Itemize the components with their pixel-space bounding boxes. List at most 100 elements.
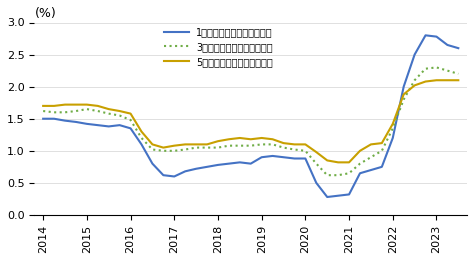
1年後の物価上昇率の見通し <box>51 117 57 120</box>
3年後の物価上昇率の見通し <box>182 148 188 151</box>
1年後の物価上昇率の見通し <box>182 170 188 173</box>
1年後の物価上昇率の見通し <box>324 196 330 199</box>
1年後の物価上昇率の見通し <box>128 127 133 130</box>
3年後の物価上昇率の見通し <box>379 149 385 152</box>
3年後の物価上昇率の見通し <box>84 108 90 111</box>
3年後の物価上昇率の見通し <box>281 146 286 149</box>
5年後の物価上昇率の見通し <box>379 141 385 145</box>
3年後の物価上昇率の見通し <box>313 162 319 165</box>
Line: 1年後の物価上昇率の見通し: 1年後の物価上昇率の見通し <box>43 35 458 197</box>
5年後の物価上昇率の見通し <box>62 103 68 106</box>
5年後の物価上昇率の見通し <box>161 146 166 149</box>
5年後の物価上昇率の見通し <box>445 79 450 82</box>
5年後の物価上昇率の見通し <box>324 159 330 162</box>
1年後の物価上昇率の見通し <box>292 157 297 160</box>
3年後の物価上昇率の見通し <box>215 146 221 149</box>
1年後の物価上昇率の見通し <box>456 47 461 50</box>
3年後の物価上昇率の見通し <box>204 146 210 149</box>
3年後の物価上昇率の見通し <box>390 127 396 130</box>
3年後の物価上昇率の見通し <box>193 146 199 149</box>
5年後の物価上昇率の見通し <box>281 141 286 145</box>
1年後の物価上昇率の見通し <box>106 125 111 128</box>
Legend: 1年後の物価上昇率の見通し, 3年後の物価上昇率の見通し, 5年後の物価上昇率の見通し: 1年後の物価上昇率の見通し, 3年後の物価上昇率の見通し, 5年後の物価上昇率の… <box>160 23 277 71</box>
5年後の物価上昇率の見通し <box>138 130 144 133</box>
5年後の物価上昇率の見通し <box>270 138 275 141</box>
5年後の物価上昇率の見通し <box>128 112 133 115</box>
1年後の物価上昇率の見通し <box>248 162 254 165</box>
1年後の物価上昇率の見通し <box>412 53 418 56</box>
1年後の物価上昇率の見通し <box>357 172 363 175</box>
5年後の物価上昇率の見通し <box>248 138 254 141</box>
1年後の物価上昇率の見通し <box>150 162 155 165</box>
3年後の物価上昇率の見通し <box>401 98 407 101</box>
3年後の物価上昇率の見通し <box>412 79 418 82</box>
1年後の物価上昇率の見通し <box>281 156 286 159</box>
1年後の物価上昇率の見通し <box>401 85 407 88</box>
5年後の物価上昇率の見通し <box>302 143 308 146</box>
3年後の物価上昇率の見通し <box>248 144 254 147</box>
3年後の物価上昇率の見通し <box>445 69 450 72</box>
5年後の物価上昇率の見通し <box>412 84 418 87</box>
1年後の物価上昇率の見通し <box>161 174 166 177</box>
5年後の物価上昇率の見通し <box>292 143 297 146</box>
5年後の物価上昇率の見通し <box>117 109 122 113</box>
3年後の物価上昇率の見通し <box>150 148 155 151</box>
3年後の物価上昇率の見通し <box>138 136 144 140</box>
1年後の物価上昇率の見通し <box>84 122 90 125</box>
5年後の物価上昇率の見通し <box>335 161 341 164</box>
1年後の物価上昇率の見通し <box>40 117 46 120</box>
5年後の物価上昇率の見通し <box>182 143 188 146</box>
1年後の物価上昇率の見通し <box>62 119 68 122</box>
3年後の物価上昇率の見通し <box>161 149 166 152</box>
5年後の物価上昇率の見通し <box>456 79 461 82</box>
3年後の物価上昇率の見通し <box>73 109 79 113</box>
1年後の物価上昇率の見通し <box>335 194 341 197</box>
1年後の物価上昇率の見通し <box>259 156 264 159</box>
1年後の物価上昇率の見通し <box>302 157 308 160</box>
1年後の物価上昇率の見通し <box>172 175 177 178</box>
1年後の物価上昇率の見通し <box>193 167 199 170</box>
5年後の物価上昇率の見通し <box>95 104 100 107</box>
1年後の物価上昇率の見通し <box>138 143 144 146</box>
1年後の物価上昇率の見通し <box>237 161 243 164</box>
3年後の物価上昇率の見通し <box>117 114 122 117</box>
3年後の物価上昇率の見通し <box>95 109 100 113</box>
3年後の物価上昇率の見通し <box>324 174 330 177</box>
3年後の物価上昇率の見通し <box>172 149 177 152</box>
5年後の物価上昇率の見通し <box>357 149 363 152</box>
1年後の物価上昇率の見通し <box>368 168 374 172</box>
3年後の物価上昇率の見通し <box>226 144 232 147</box>
1年後の物価上昇率の見通し <box>434 35 439 38</box>
3年後の物価上昇率の見通し <box>302 149 308 152</box>
3年後の物価上昇率の見通し <box>423 67 428 70</box>
3年後の物価上昇率の見通し <box>259 143 264 146</box>
5年後の物価上昇率の見通し <box>390 122 396 125</box>
3年後の物価上昇率の見通し <box>357 162 363 165</box>
3年後の物価上昇率の見通し <box>346 172 352 175</box>
5年後の物価上昇率の見通し <box>84 103 90 106</box>
1年後の物価上昇率の見通し <box>226 162 232 165</box>
3年後の物価上昇率の見通し <box>292 148 297 151</box>
3年後の物価上昇率の見通し <box>237 144 243 147</box>
3年後の物価上昇率の見通し <box>40 109 46 113</box>
5年後の物価上昇率の見通し <box>106 108 111 111</box>
5年後の物価上昇率の見通し <box>313 151 319 154</box>
5年後の物価上昇率の見通し <box>346 161 352 164</box>
5年後の物価上昇率の見通し <box>237 136 243 140</box>
1年後の物価上昇率の見通し <box>313 181 319 184</box>
5年後の物価上昇率の見通し <box>259 136 264 140</box>
5年後の物価上昇率の見通し <box>215 140 221 143</box>
5年後の物価上昇率の見通し <box>40 104 46 107</box>
5年後の物価上昇率の見通し <box>401 93 407 96</box>
1年後の物価上昇率の見通し <box>346 193 352 196</box>
1年後の物価上昇率の見通し <box>390 136 396 140</box>
3年後の物価上昇率の見通し <box>62 111 68 114</box>
1年後の物価上昇率の見通し <box>423 34 428 37</box>
5年後の物価上昇率の見通し <box>193 143 199 146</box>
1年後の物価上昇率の見通し <box>117 124 122 127</box>
3年後の物価上昇率の見通し <box>51 111 57 114</box>
3年後の物価上昇率の見通し <box>368 156 374 159</box>
3年後の物価上昇率の見通し <box>434 66 439 69</box>
1年後の物価上昇率の見通し <box>445 43 450 47</box>
1年後の物価上昇率の見通し <box>73 120 79 124</box>
